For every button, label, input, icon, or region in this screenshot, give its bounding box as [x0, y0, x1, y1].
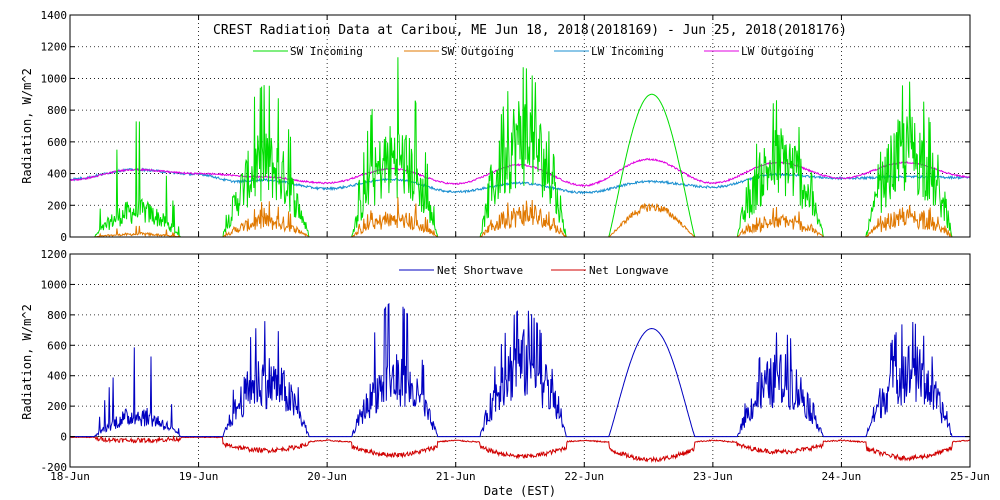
x-tick-label: 18-Jun: [50, 470, 90, 483]
bottom-panel-series: [70, 302, 970, 463]
y-tick-label: 600: [47, 136, 67, 149]
y-tick-label: -200: [41, 461, 68, 474]
legend-sw-incoming: SW Incoming: [290, 45, 363, 58]
y-tick-label: 200: [47, 199, 67, 212]
y-tick-label: 0: [60, 431, 67, 444]
y-tick-label: 200: [47, 400, 67, 413]
series-sw-incoming: [70, 57, 970, 237]
bottom-panel-ticks: -200 0 200 400 600 800 1000 1200: [41, 248, 971, 474]
x-tick-label: 21-Jun: [436, 470, 476, 483]
legend-net-shortwave: Net Shortwave: [437, 264, 523, 277]
y-tick-label: 1200: [41, 41, 68, 54]
y-tick-label: 1200: [41, 248, 68, 261]
y-tick-label: 400: [47, 370, 67, 383]
y-tick-label: 0: [60, 231, 67, 244]
y-tick-label: 400: [47, 168, 67, 181]
y-tick-label: 800: [47, 309, 67, 322]
legend-lw-outgoing: LW Outgoing: [741, 45, 814, 58]
top-panel-grid: [70, 15, 970, 237]
series-lw-outgoing: [70, 157, 970, 188]
top-panel-ticks: 0 200 400 600 800 1000 1200 1400: [41, 9, 971, 244]
series-sw-outgoing: [70, 197, 970, 237]
x-tick-label: 22-Jun: [564, 470, 604, 483]
legend-lw-incoming: LW Incoming: [591, 45, 664, 58]
bottom-y-axis-label: Radiation, W/m^2: [20, 304, 34, 420]
series-lw-incoming: [70, 167, 970, 195]
bottom-panel-frame: [69, 253, 971, 468]
y-tick-label: 1400: [41, 9, 68, 22]
x-tick-label: 19-Jun: [179, 470, 219, 483]
top-legend: SW Incoming SW Outgoing LW Incoming LW O…: [253, 45, 814, 58]
series-net-longwave: [70, 435, 970, 463]
top-panel: 0 200 400 600 800 1000 1200 1400 CREST Radiatio…: [20, 9, 971, 244]
y-tick-label: 600: [47, 339, 67, 352]
x-axis-label: Date (EST): [484, 484, 556, 498]
y-tick-label: 800: [47, 104, 67, 117]
y-tick-label: 1000: [41, 278, 68, 291]
x-tick-label: 24-Jun: [822, 470, 862, 483]
x-axis-tick-labels: 18-Jun 19-Jun 20-Jun 21-Jun 22-Jun 23-Jun 24-J…: [50, 470, 990, 483]
top-panel-frame: [69, 14, 971, 238]
top-y-axis-label: Radiation, W/m^2: [20, 68, 34, 184]
chart-title: CREST Radiation Data at Caribou, ME Jun …: [213, 23, 847, 38]
legend-sw-outgoing: SW Outgoing: [441, 45, 514, 58]
series-net-shortwave: [70, 302, 970, 438]
x-tick-label: 23-Jun: [693, 470, 733, 483]
bottom-panel: -200 0 200 400 600 800 1000 1200 Radiation, W/m…: [20, 248, 971, 474]
x-tick-label: 20-Jun: [307, 470, 347, 483]
top-panel-series: [70, 57, 970, 237]
bottom-legend: Net Shortwave Net Longwave: [399, 264, 668, 277]
x-tick-label: 25-Jun: [950, 470, 990, 483]
y-tick-label: 1000: [41, 72, 68, 85]
legend-net-longwave: Net Longwave: [589, 264, 668, 277]
